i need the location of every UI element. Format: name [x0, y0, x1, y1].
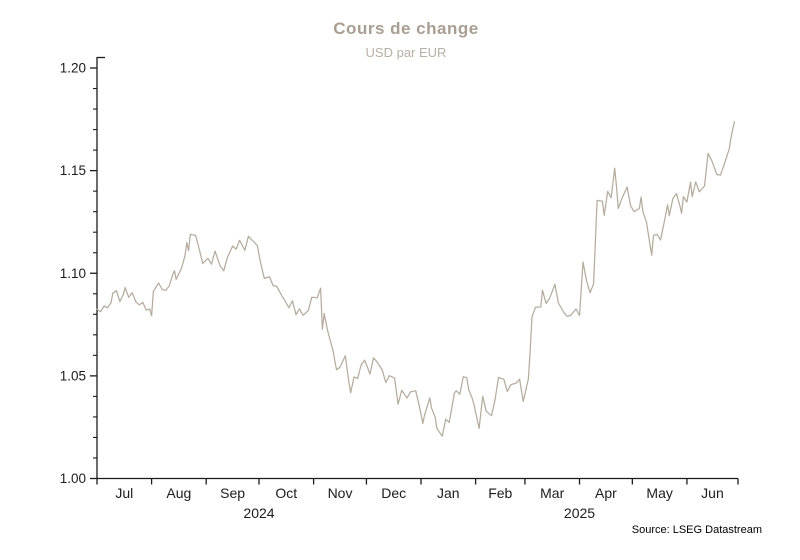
y-tick-label: 1.00	[60, 471, 86, 486]
x-month-label: Apr	[595, 485, 617, 501]
series-line-usd-per-eur	[96, 121, 736, 437]
x-month-label: Nov	[328, 485, 353, 501]
x-month-label: Jun	[701, 485, 724, 501]
x-month-label: May	[646, 485, 672, 501]
chart-title: Cours de change	[333, 19, 479, 38]
y-tick-label: 1.20	[60, 61, 86, 76]
y-tick-label: 1.05	[60, 368, 86, 383]
chart-subtitle: USD par EUR	[365, 45, 447, 60]
x-month-label: Jan	[437, 485, 460, 501]
x-month-label: Sep	[220, 485, 245, 501]
x-month-label: Oct	[275, 485, 297, 501]
y-tick-label: 1.15	[60, 163, 86, 178]
x-year-label: 2024	[243, 505, 274, 521]
x-year-label: 2025	[564, 505, 595, 521]
x-month-label: Mar	[540, 485, 564, 501]
y-tick-label: 1.10	[60, 266, 86, 281]
x-month-label: Feb	[488, 485, 512, 501]
x-month-label: Aug	[166, 485, 191, 501]
x-month-label: Dec	[381, 485, 406, 501]
source-label: Source: LSEG Datastream	[631, 524, 762, 536]
x-month-label: Jul	[115, 485, 133, 501]
